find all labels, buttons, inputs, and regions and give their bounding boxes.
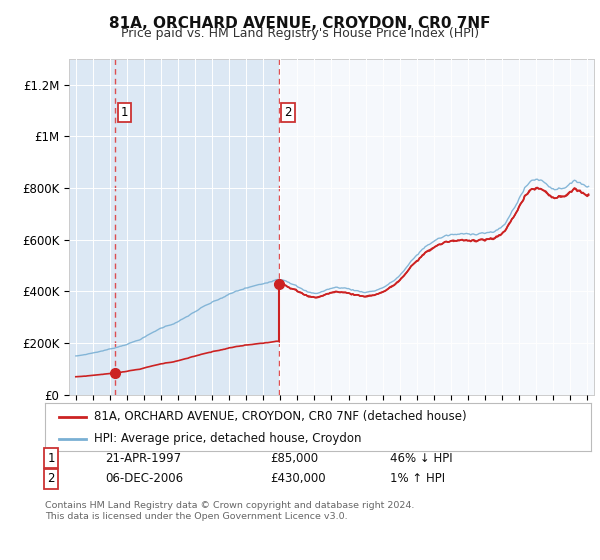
Text: 1: 1 bbox=[47, 451, 55, 465]
Text: 06-DEC-2006: 06-DEC-2006 bbox=[105, 472, 183, 486]
Text: 21-APR-1997: 21-APR-1997 bbox=[105, 451, 181, 465]
Text: £430,000: £430,000 bbox=[270, 472, 326, 486]
Bar bbox=[69, 59, 279, 395]
Text: 1% ↑ HPI: 1% ↑ HPI bbox=[390, 472, 445, 486]
Text: £85,000: £85,000 bbox=[270, 451, 318, 465]
Text: 81A, ORCHARD AVENUE, CROYDON, CR0 7NF: 81A, ORCHARD AVENUE, CROYDON, CR0 7NF bbox=[109, 16, 491, 31]
Text: HPI: Average price, detached house, Croydon: HPI: Average price, detached house, Croy… bbox=[94, 432, 362, 445]
Text: 46% ↓ HPI: 46% ↓ HPI bbox=[390, 451, 452, 465]
Text: 2: 2 bbox=[284, 106, 292, 119]
Text: 81A, ORCHARD AVENUE, CROYDON, CR0 7NF (detached house): 81A, ORCHARD AVENUE, CROYDON, CR0 7NF (d… bbox=[94, 410, 467, 423]
Text: 2: 2 bbox=[47, 472, 55, 486]
Text: Price paid vs. HM Land Registry's House Price Index (HPI): Price paid vs. HM Land Registry's House … bbox=[121, 27, 479, 40]
Text: Contains HM Land Registry data © Crown copyright and database right 2024.
This d: Contains HM Land Registry data © Crown c… bbox=[45, 501, 415, 521]
Text: 1: 1 bbox=[121, 106, 128, 119]
